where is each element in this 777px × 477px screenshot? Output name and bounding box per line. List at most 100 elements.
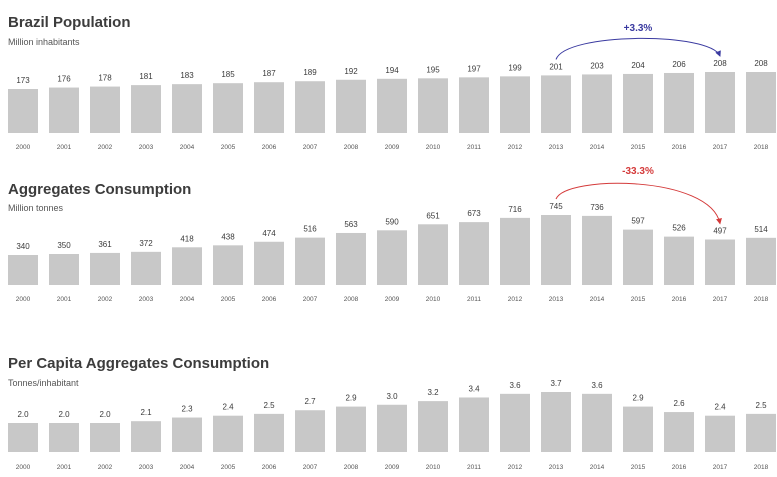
x-tick-population-2002: 2002	[98, 144, 113, 151]
x-tick-population-2014: 2014	[590, 144, 605, 151]
data-label-aggregates-2005: 438	[221, 232, 235, 241]
bar-population-2018	[746, 72, 776, 133]
chart-title-aggregates: Aggregates Consumption	[8, 181, 191, 198]
x-tick-population-2004: 2004	[180, 144, 195, 151]
bar-population-2001	[49, 87, 79, 133]
chart-subtitle-population: Million inhabitants	[8, 37, 80, 47]
bar-per-capita-2005	[213, 415, 243, 452]
bar-per-capita-2014	[582, 393, 612, 452]
x-tick-population-2006: 2006	[262, 144, 277, 151]
x-tick-population-2000: 2000	[16, 144, 31, 151]
data-label-population-2005: 185	[221, 70, 235, 79]
bar-per-capita-2006	[254, 413, 284, 452]
bar-population-2008	[336, 79, 366, 133]
data-label-per-capita-2012: 3.6	[509, 381, 521, 390]
data-label-per-capita-2017: 2.4	[714, 403, 726, 412]
x-tick-per-capita-2000: 2000	[16, 464, 31, 471]
data-label-population-2009: 194	[385, 66, 399, 75]
bar-aggregates-2016	[664, 236, 694, 285]
x-tick-per-capita-2018: 2018	[754, 464, 769, 471]
bar-population-2012	[500, 76, 530, 133]
x-tick-population-2015: 2015	[631, 144, 646, 151]
bar-population-2003	[131, 85, 161, 133]
bars-population: 173 2000 176 2001 178 2002 181 2003 183 2004 185 20…	[8, 59, 776, 151]
data-label-population-2002: 178	[98, 74, 112, 83]
x-tick-population-2008: 2008	[344, 144, 359, 151]
data-label-per-capita-2008: 2.9	[345, 394, 357, 403]
x-tick-per-capita-2014: 2014	[590, 464, 605, 471]
bar-aggregates-2008	[336, 232, 366, 285]
x-tick-aggregates-2018: 2018	[754, 296, 769, 303]
data-label-aggregates-2009: 590	[385, 217, 399, 226]
data-label-per-capita-2001: 2.0	[58, 410, 70, 419]
bar-aggregates-2015	[623, 229, 653, 285]
data-label-population-2007: 189	[303, 68, 317, 77]
data-label-population-2015: 204	[631, 61, 645, 70]
x-tick-aggregates-2008: 2008	[344, 296, 359, 303]
x-tick-per-capita-2010: 2010	[426, 464, 441, 471]
x-tick-aggregates-2010: 2010	[426, 296, 441, 303]
bar-population-2000	[8, 89, 38, 133]
x-tick-aggregates-2017: 2017	[713, 296, 728, 303]
x-tick-per-capita-2008: 2008	[344, 464, 359, 471]
data-label-aggregates-2017: 497	[713, 226, 727, 235]
data-label-aggregates-2000: 340	[16, 242, 30, 251]
bar-aggregates-2006	[254, 241, 284, 285]
x-tick-population-2005: 2005	[221, 144, 236, 151]
x-tick-aggregates-2000: 2000	[16, 296, 31, 303]
bar-aggregates-2007	[295, 237, 325, 285]
bar-population-2009	[377, 78, 407, 133]
x-tick-population-2003: 2003	[139, 144, 154, 151]
chart-subtitle-per-capita: Tonnes/inhabitant	[8, 378, 79, 388]
data-label-population-2001: 176	[57, 75, 71, 84]
data-label-per-capita-2005: 2.4	[222, 403, 234, 412]
data-label-population-2013: 201	[549, 62, 563, 71]
x-tick-aggregates-2014: 2014	[590, 296, 605, 303]
data-label-per-capita-2013: 3.7	[550, 379, 562, 388]
x-tick-population-2010: 2010	[426, 144, 441, 151]
data-label-per-capita-2004: 2.3	[181, 405, 193, 414]
x-tick-population-2012: 2012	[508, 144, 523, 151]
x-tick-population-2018: 2018	[754, 144, 769, 151]
bar-aggregates-2004	[172, 247, 202, 285]
bar-aggregates-2001	[49, 254, 79, 285]
data-label-per-capita-2010: 3.2	[427, 388, 439, 397]
annotation-aggregates-change: -33.3%	[622, 166, 654, 177]
x-tick-per-capita-2017: 2017	[713, 464, 728, 471]
bar-population-2007	[295, 81, 325, 133]
bar-aggregates-2014	[582, 215, 612, 285]
bar-per-capita-2000	[8, 423, 38, 452]
data-label-per-capita-2003: 2.1	[140, 408, 152, 417]
bar-population-2006	[254, 82, 284, 133]
x-tick-aggregates-2001: 2001	[57, 296, 72, 303]
x-tick-per-capita-2015: 2015	[631, 464, 646, 471]
data-label-population-2016: 206	[672, 60, 686, 69]
data-label-per-capita-2000: 2.0	[17, 410, 29, 419]
x-tick-population-2016: 2016	[672, 144, 687, 151]
bar-per-capita-2009	[377, 404, 407, 452]
bar-per-capita-2008	[336, 406, 366, 452]
data-label-aggregates-2002: 361	[98, 240, 112, 249]
data-label-per-capita-2018: 2.5	[755, 401, 767, 410]
bar-population-2015	[623, 73, 653, 133]
data-label-aggregates-2010: 651	[426, 211, 440, 220]
x-tick-per-capita-2009: 2009	[385, 464, 400, 471]
data-label-population-2018: 208	[754, 59, 768, 68]
x-tick-aggregates-2002: 2002	[98, 296, 113, 303]
x-tick-aggregates-2003: 2003	[139, 296, 154, 303]
data-label-aggregates-2012: 716	[508, 205, 522, 214]
x-tick-per-capita-2013: 2013	[549, 464, 564, 471]
data-label-per-capita-2007: 2.7	[304, 397, 316, 406]
x-tick-per-capita-2012: 2012	[508, 464, 523, 471]
x-tick-per-capita-2005: 2005	[221, 464, 236, 471]
data-label-population-2011: 197	[467, 64, 481, 73]
panel-per-capita: Per Capita Aggregates Consumption Tonnes…	[8, 355, 776, 471]
data-label-population-2017: 208	[713, 59, 727, 68]
data-label-aggregates-2007: 516	[303, 225, 317, 234]
bar-aggregates-2005	[213, 245, 243, 285]
bar-aggregates-2011	[459, 222, 489, 285]
x-tick-aggregates-2007: 2007	[303, 296, 318, 303]
chart-title-per-capita: Per Capita Aggregates Consumption	[8, 355, 269, 372]
annotation-population-change: +3.3%	[624, 23, 653, 34]
